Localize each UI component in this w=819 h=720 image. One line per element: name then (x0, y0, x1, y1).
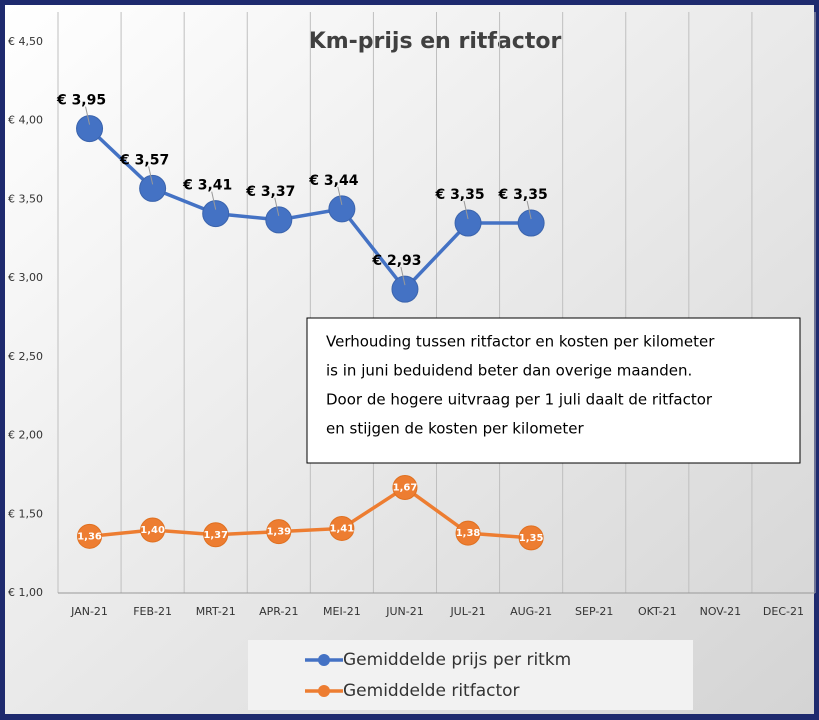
data-point (139, 174, 167, 202)
data-label: € 3,35 (498, 187, 548, 203)
x-tick-label: AUG-21 (510, 605, 552, 618)
y-tick-label: € 1,00 (8, 586, 43, 599)
x-tick-label: JUN-21 (385, 605, 424, 618)
data-point (454, 209, 482, 237)
legend-label: Gemiddelde prijs per ritkm (343, 650, 571, 670)
data-label: 1,67 (393, 483, 418, 494)
x-tick-label: SEP-21 (575, 605, 613, 618)
leader-line (274, 197, 280, 217)
legend-marker (318, 654, 330, 666)
legend-label: Gemiddelde ritfactor (343, 681, 520, 701)
leader-line (211, 191, 217, 210)
data-label: 1,36 (77, 531, 102, 542)
annotation-text: en stijgen de kosten per kilometer (326, 420, 584, 438)
leader-line (85, 106, 91, 125)
data-label: € 3,95 (56, 93, 106, 109)
data-label: 1,35 (519, 533, 544, 544)
x-tick-label: JAN-21 (70, 605, 108, 618)
chart-title: Km-prijs en ritfactor (309, 29, 562, 54)
x-tick-label: MEI-21 (323, 605, 361, 618)
data-label: € 3,35 (434, 187, 484, 203)
leader-line (400, 267, 406, 286)
data-point (455, 520, 481, 546)
leader-line (148, 166, 154, 185)
data-point (328, 195, 356, 223)
x-tick-label: JUL-21 (449, 605, 485, 618)
annotation-text: Door de hogere uitvraag per 1 juli daalt… (326, 391, 713, 409)
x-tick-label: DEC-21 (763, 605, 804, 618)
legend-box (248, 640, 693, 710)
data-point (391, 275, 419, 303)
data-label: 1,37 (203, 530, 228, 541)
data-point (392, 475, 418, 501)
data-point (202, 200, 230, 228)
data-label: € 3,41 (182, 178, 232, 194)
legend-marker (318, 685, 330, 697)
data-point (265, 206, 293, 234)
data-point (203, 522, 229, 548)
y-tick-label: € 3,00 (8, 271, 43, 284)
data-point (140, 517, 166, 543)
data-label: 1,40 (140, 525, 165, 536)
y-tick-label: € 4,50 (8, 35, 43, 48)
x-tick-label: OKT-21 (638, 605, 677, 618)
leader-line (463, 200, 469, 220)
leader-line (526, 200, 532, 220)
data-label: 1,38 (456, 528, 481, 539)
data-point (266, 519, 292, 545)
y-tick-label: € 4,00 (8, 114, 43, 127)
data-point (329, 515, 355, 541)
x-tick-label: MRT-21 (196, 605, 236, 618)
annotation-box (306, 317, 801, 464)
annotation-text: is in juni beduidend beter dan overige m… (326, 362, 692, 380)
leader-line (337, 186, 343, 205)
data-label: 1,39 (266, 527, 291, 538)
annotation-text: Verhouding tussen ritfactor en kosten pe… (326, 333, 715, 351)
data-label: € 3,37 (245, 184, 295, 200)
data-point (77, 523, 103, 549)
y-tick-label: € 1,50 (8, 507, 43, 520)
x-tick-label: FEB-21 (133, 605, 172, 618)
data-label: € 2,93 (371, 253, 421, 269)
data-point (517, 209, 545, 237)
y-tick-label: € 3,50 (8, 192, 43, 205)
data-point (76, 115, 104, 143)
x-tick-label: NOV-21 (700, 605, 742, 618)
data-label: € 3,57 (119, 152, 169, 168)
x-tick-label: APR-21 (259, 605, 298, 618)
y-tick-label: € 2,50 (8, 350, 43, 363)
data-label: € 3,44 (308, 173, 358, 189)
y-tick-label: € 2,00 (8, 429, 43, 442)
data-label: 1,41 (330, 523, 355, 534)
data-point (518, 525, 544, 551)
